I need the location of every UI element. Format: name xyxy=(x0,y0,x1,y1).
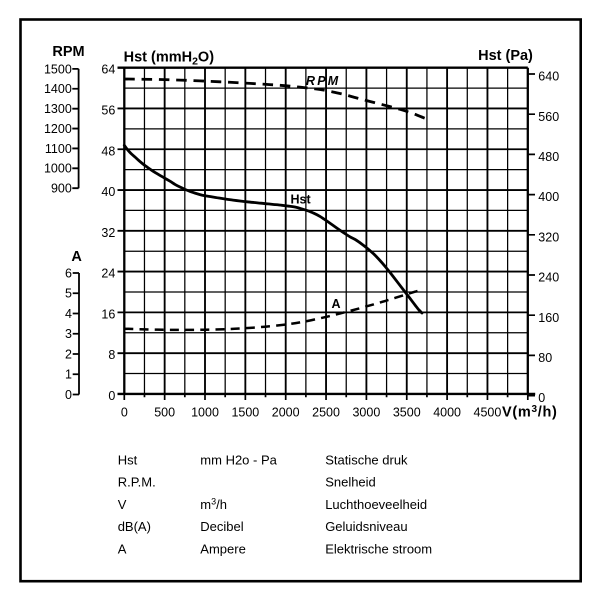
svg-text:16: 16 xyxy=(101,307,115,321)
svg-text:240: 240 xyxy=(538,271,559,285)
svg-text:1400: 1400 xyxy=(44,82,72,96)
svg-text:3: 3 xyxy=(65,327,72,341)
svg-text:Hst (Pa): Hst (Pa) xyxy=(478,48,533,64)
svg-text:dB(A): dB(A) xyxy=(118,519,151,534)
svg-text:400: 400 xyxy=(538,190,559,204)
svg-text:1000: 1000 xyxy=(191,405,219,419)
svg-text:Geluidsniveau: Geluidsniveau xyxy=(325,519,407,534)
svg-text:Snelheid: Snelheid xyxy=(325,475,376,490)
svg-text:0: 0 xyxy=(538,391,545,405)
svg-text:Hst: Hst xyxy=(291,193,312,207)
svg-text:4500: 4500 xyxy=(474,405,502,419)
svg-text:A: A xyxy=(71,249,82,265)
svg-text:1000: 1000 xyxy=(44,162,72,176)
svg-text:2: 2 xyxy=(65,347,72,361)
svg-text:8: 8 xyxy=(108,348,115,362)
svg-text:0: 0 xyxy=(108,389,115,403)
svg-text:24: 24 xyxy=(101,267,115,281)
svg-text:A: A xyxy=(332,297,341,311)
svg-text:Luchthoeveelheid: Luchthoeveelheid xyxy=(325,497,427,512)
svg-text:4000: 4000 xyxy=(433,405,461,419)
svg-text:m3/h: m3/h xyxy=(200,497,227,512)
svg-text:Statische druk: Statische druk xyxy=(325,452,408,467)
svg-text:Elektrische stroom: Elektrische stroom xyxy=(325,541,432,556)
svg-text:64: 64 xyxy=(101,63,115,77)
svg-text:480: 480 xyxy=(538,150,559,164)
svg-text:5: 5 xyxy=(65,287,72,301)
svg-text:Hst: Hst xyxy=(118,452,138,467)
svg-text:Decibel: Decibel xyxy=(200,519,243,534)
svg-text:R.P.M.: R.P.M. xyxy=(118,475,156,490)
svg-text:320: 320 xyxy=(538,230,559,244)
svg-text:1: 1 xyxy=(65,368,72,382)
svg-text:2000: 2000 xyxy=(272,405,300,419)
svg-text:3500: 3500 xyxy=(393,405,421,419)
svg-text:0: 0 xyxy=(65,388,72,402)
svg-text:1300: 1300 xyxy=(44,102,72,116)
svg-text:Ampere: Ampere xyxy=(200,541,246,556)
svg-text:32: 32 xyxy=(101,226,115,240)
svg-text:RPM: RPM xyxy=(52,44,84,60)
svg-text:mm H2o - Pa: mm H2o - Pa xyxy=(200,452,277,467)
svg-text:560: 560 xyxy=(538,110,559,124)
svg-text:640: 640 xyxy=(538,70,559,84)
svg-text:3000: 3000 xyxy=(352,405,380,419)
svg-text:1200: 1200 xyxy=(44,122,72,136)
svg-text:56: 56 xyxy=(101,103,115,117)
svg-text:900: 900 xyxy=(51,182,72,196)
svg-text:40: 40 xyxy=(101,185,115,199)
svg-text:Hst (mmH2O): Hst (mmH2O) xyxy=(124,50,215,68)
svg-text:1500: 1500 xyxy=(44,62,72,76)
svg-text:6: 6 xyxy=(65,266,72,280)
svg-text:500: 500 xyxy=(154,405,175,419)
svg-text:0: 0 xyxy=(121,405,128,419)
svg-text:1100: 1100 xyxy=(45,142,72,156)
svg-text:V: V xyxy=(118,497,127,512)
svg-text:160: 160 xyxy=(538,311,559,325)
svg-text:A: A xyxy=(118,541,127,556)
svg-text:1500: 1500 xyxy=(231,405,259,419)
svg-text:80: 80 xyxy=(538,351,552,365)
svg-text:V(m3/h): V(m3/h) xyxy=(502,404,558,421)
svg-text:RPM: RPM xyxy=(306,74,340,88)
svg-text:48: 48 xyxy=(101,144,115,158)
svg-text:4: 4 xyxy=(65,307,72,321)
svg-text:2500: 2500 xyxy=(312,405,340,419)
